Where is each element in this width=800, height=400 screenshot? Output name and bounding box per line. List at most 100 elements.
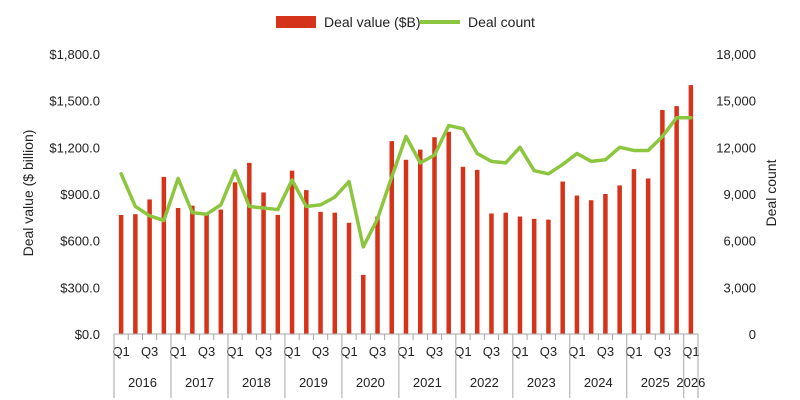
x-quarter-label: Q3 [141, 344, 158, 359]
bar-deal-value [460, 166, 466, 334]
bar-deal-value [346, 222, 352, 334]
bar-deal-value [517, 216, 523, 334]
x-quarter-label: Q1 [682, 344, 699, 359]
bar-deal-value [660, 110, 665, 334]
x-year-label: 2025 [641, 375, 670, 390]
bar-deal-value [318, 211, 323, 334]
x-quarter-label: Q3 [369, 344, 386, 359]
x-quarter-label: Q3 [597, 344, 614, 359]
y-right-tick-label: 9,000 [723, 187, 756, 202]
x-quarter-label: Q3 [198, 344, 215, 359]
bar-deal-value [147, 199, 152, 334]
bar-deal-value [275, 215, 281, 334]
bar-deal-value [118, 215, 124, 334]
bar-deal-value [531, 218, 537, 334]
y-left-tick-label: $600.0 [60, 234, 100, 249]
x-year-label: 2018 [242, 375, 271, 390]
legend-label-deal-count: Deal count [468, 14, 535, 30]
x-year-label: 2026 [676, 375, 705, 390]
x-quarter-label: Q3 [255, 344, 272, 359]
bar-deal-value [489, 213, 494, 334]
x-quarter-label: Q3 [540, 344, 557, 359]
bar-deal-value [175, 208, 181, 334]
y-axis-right: 0 3,000 6,000 9,000 12,000 15,000 18,000 [716, 47, 756, 342]
y-left-tick-label: $300.0 [60, 280, 100, 295]
legend-label-deal-value: Deal value ($B) [324, 14, 421, 30]
x-year-label: 2020 [356, 375, 385, 390]
legend-swatch-deal-value [276, 16, 316, 28]
bar-deal-value [133, 214, 138, 334]
bar-deal-value [617, 185, 622, 334]
y-right-tick-label: 12,000 [716, 140, 756, 155]
bar-deal-value [688, 85, 694, 334]
bar-deal-value [332, 212, 338, 334]
x-quarter-label: Q1 [283, 344, 300, 359]
x-quarter-label: Q3 [483, 344, 500, 359]
x-quarter-label: Q1 [169, 344, 186, 359]
bar-deal-value [560, 181, 565, 334]
bar-deal-value [261, 192, 266, 334]
bar-deal-value [446, 131, 451, 334]
bar-deal-value [389, 141, 395, 334]
bar-deal-value [645, 178, 651, 334]
bar-deal-value [574, 195, 580, 334]
bar-deal-value [503, 212, 508, 334]
x-axis: Q1 Q3 Q1 Q3 Q1 Q3 Q1 Q3 Q1 Q3 Q1 Q3 Q1 Q3 Q1 Q3 Q1 Q3 Q1 Q3… [112, 333, 705, 398]
bar-deal-value [546, 219, 551, 334]
x-quarter-label: Q3 [654, 344, 671, 359]
bar-deal-value [161, 176, 167, 334]
x-year-label: 2021 [413, 375, 442, 390]
y-left-tick-label: $1,500.0 [49, 94, 100, 109]
y-right-tick-label: 18,000 [716, 47, 756, 62]
bar-deal-value [232, 182, 238, 334]
bar-deal-value [218, 209, 224, 334]
y-left-tick-label: $1,200.0 [49, 140, 100, 155]
bar-deal-value [603, 194, 608, 334]
x-quarter-label: Q1 [340, 344, 357, 359]
bar-deal-value [247, 162, 252, 334]
bars-deal-value [118, 85, 694, 334]
bar-deal-value [289, 170, 295, 334]
bar-deal-value [588, 200, 594, 334]
y-right-tick-label: 3,000 [723, 280, 756, 295]
y-left-tick-label: $900.0 [60, 187, 100, 202]
line-deal-count [119, 116, 693, 249]
bar-deal-value [403, 159, 409, 334]
x-quarter-label: Q1 [226, 344, 243, 359]
series-line-deal-count [119, 116, 693, 249]
legend: Deal value ($B) Deal count [276, 14, 535, 30]
y-right-tick-label: 6,000 [723, 234, 756, 249]
x-quarter-label: Q1 [625, 344, 642, 359]
y-axis-left: $0.0 $300.0 $600.0 $900.0 $1,200.0 $1,500.0 $1… [49, 47, 100, 342]
bar-deal-value [204, 213, 209, 334]
y-axis-left-title: Deal value ($ billion) [20, 130, 36, 257]
x-quarter-label: Q1 [112, 344, 129, 359]
bar-deal-value [304, 190, 309, 334]
y-left-tick-label: $1,800.0 [49, 47, 100, 62]
x-year-label: 2016 [128, 375, 157, 390]
x-year-label: 2023 [527, 375, 556, 390]
x-quarter-label: Q1 [511, 344, 528, 359]
x-year-label: 2022 [470, 375, 499, 390]
x-quarter-label: Q1 [454, 344, 471, 359]
bar-deal-value [361, 274, 366, 334]
x-quarter-label: Q3 [426, 344, 443, 359]
x-quarter-label: Q3 [312, 344, 329, 359]
y-right-tick-label: 0 [749, 327, 756, 342]
x-year-label: 2017 [185, 375, 214, 390]
y-right-tick-label: 15,000 [716, 94, 756, 109]
bar-deal-value [631, 169, 637, 334]
y-left-tick-label: $0.0 [75, 327, 100, 342]
y-axis-right-title: Deal count [763, 159, 779, 226]
x-year-label: 2019 [299, 375, 328, 390]
bar-deal-value [190, 205, 195, 334]
bar-deal-value [674, 106, 679, 334]
bar-deal-value [417, 149, 423, 334]
bar-deal-value [474, 169, 480, 334]
x-quarter-label: Q1 [397, 344, 414, 359]
x-year-label: 2024 [584, 375, 613, 390]
bar-deal-value [432, 137, 437, 334]
bar-deal-value [375, 216, 380, 334]
